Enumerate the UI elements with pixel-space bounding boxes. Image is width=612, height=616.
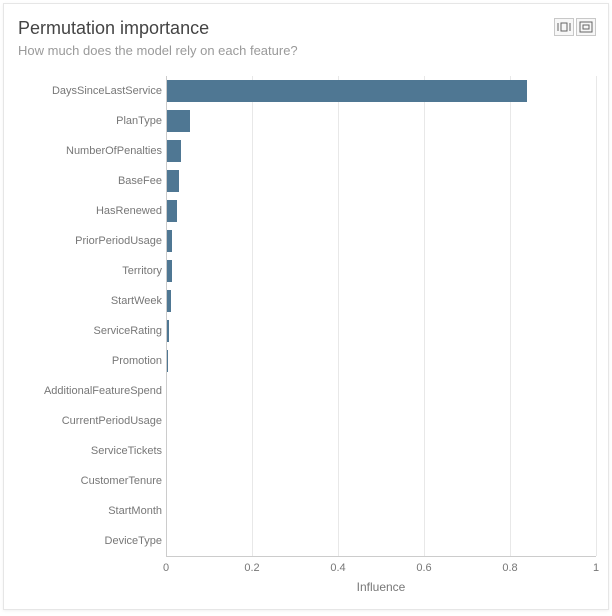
feature-label: NumberOfPenalties [66,145,162,157]
feature-label: DeviceType [105,535,162,547]
y-axis-labels: DaysSinceLastService PlanType NumberOfPena… [18,76,162,556]
feature-label: StartMonth [108,505,162,517]
feature-label: ServiceTickets [91,445,162,457]
gridline [596,76,597,556]
feature-label: BaseFee [118,175,162,187]
chart-area: DaysSinceLastService PlanType NumberOfPena… [18,76,602,596]
x-tick-label: 0.6 [416,562,431,574]
bar [166,200,177,222]
bar [166,110,190,132]
x-tick-label: 0 [163,562,169,574]
expand-icon [579,21,593,33]
bar [166,80,527,102]
feature-label: HasRenewed [96,205,162,217]
feature-label: DaysSinceLastService [52,85,162,97]
feature-label: AdditionalFeatureSpend [44,385,162,397]
x-axis-line [166,556,596,557]
x-tick-label: 0.4 [330,562,345,574]
x-tick-label: 1 [593,562,599,574]
x-tick-label: 0.8 [502,562,517,574]
chart-card: Permutation importance How much does the… [3,3,609,610]
feature-label: StartWeek [111,295,162,307]
x-axis-title: Influence [357,580,406,594]
focus-mode-icon [557,21,571,33]
bar [166,140,181,162]
bars-layer [166,76,596,556]
chart-title: Permutation importance [18,18,602,39]
chart-header: Permutation importance How much does the… [18,18,602,58]
bar [166,170,179,192]
y-axis-line [166,76,167,556]
feature-label: Promotion [112,355,162,367]
x-tick-label: 0.2 [244,562,259,574]
chart-subtitle: How much does the model rely on each fea… [18,43,602,58]
plot-region [166,76,596,556]
chart-toolbar [554,18,596,36]
feature-label: PriorPeriodUsage [75,235,162,247]
feature-label: PlanType [116,115,162,127]
expand-button[interactable] [576,18,596,36]
feature-label: Territory [122,265,162,277]
feature-label: ServiceRating [94,325,162,337]
focus-mode-button[interactable] [554,18,574,36]
feature-label: CustomerTenure [81,475,162,487]
feature-label: CurrentPeriodUsage [62,415,162,427]
